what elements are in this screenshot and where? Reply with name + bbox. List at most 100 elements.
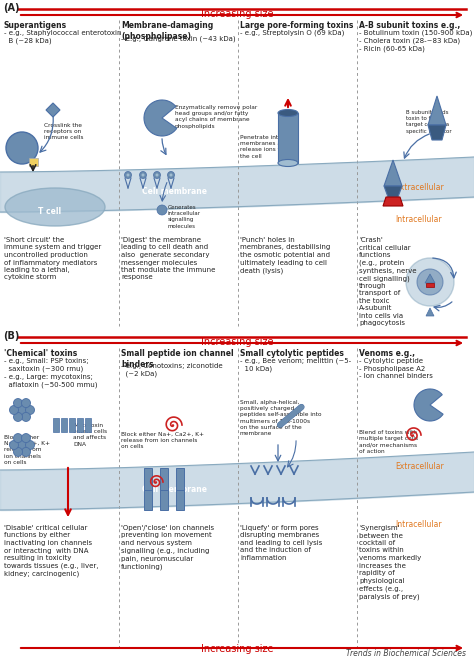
Wedge shape bbox=[144, 100, 177, 136]
Text: A: A bbox=[391, 167, 395, 173]
Text: - e.g., Gangrene toxin (~43 kDa): - e.g., Gangrene toxin (~43 kDa) bbox=[121, 35, 236, 41]
Bar bbox=[77, 418, 83, 432]
Bar bbox=[144, 468, 152, 490]
Polygon shape bbox=[384, 186, 402, 197]
Text: A-B subunit toxins e.g.,: A-B subunit toxins e.g., bbox=[359, 21, 460, 30]
Circle shape bbox=[13, 448, 22, 456]
Bar bbox=[176, 490, 184, 510]
Circle shape bbox=[9, 440, 18, 450]
Text: (B): (B) bbox=[3, 331, 19, 341]
Circle shape bbox=[21, 434, 30, 443]
Text: Increasing size: Increasing size bbox=[201, 9, 273, 19]
Circle shape bbox=[17, 405, 27, 415]
Circle shape bbox=[406, 258, 454, 306]
Polygon shape bbox=[428, 96, 446, 125]
Polygon shape bbox=[425, 274, 435, 283]
Circle shape bbox=[13, 412, 22, 421]
Text: 'Punch' holes in
membranes, destabilising
the osmotic potential and
ultimately l: 'Punch' holes in membranes, destabilisin… bbox=[240, 237, 330, 274]
Text: - e.g., Conotoxins; ziconotide
  (~2 kDa): - e.g., Conotoxins; ziconotide (~2 kDa) bbox=[121, 363, 223, 377]
Bar bbox=[69, 418, 75, 432]
Text: Block either
Na+, Ca2+, K+
release from
ion channels
on cells: Block either Na+, Ca2+, K+ release from … bbox=[4, 435, 50, 465]
Polygon shape bbox=[29, 158, 38, 166]
Circle shape bbox=[139, 171, 146, 179]
Text: 'Liquefy' or form pores
disrupting membranes
and leading to cell lysis
and the i: 'Liquefy' or form pores disrupting membr… bbox=[240, 525, 322, 561]
Bar bbox=[278, 113, 298, 163]
Text: Large pore-forming toxins: Large pore-forming toxins bbox=[240, 21, 354, 30]
Text: Cell membrane: Cell membrane bbox=[143, 187, 208, 197]
Circle shape bbox=[170, 173, 173, 177]
Text: Membrane-damaging
(phospholipase): Membrane-damaging (phospholipase) bbox=[121, 21, 213, 41]
Text: - e.g., Staphylococcal enterotoxin
  B (~28 kDa): - e.g., Staphylococcal enterotoxin B (~2… bbox=[4, 30, 121, 44]
Circle shape bbox=[6, 132, 38, 164]
Bar bbox=[426, 283, 434, 287]
Text: Block either Na+, Ca2+, K+
release from ion channels
on cells: Block either Na+, Ca2+, K+ release from … bbox=[121, 432, 204, 450]
Circle shape bbox=[26, 405, 35, 415]
Text: B subunit binds
toxin to the
target cell via a
specific receptor: B subunit binds toxin to the target cell… bbox=[406, 110, 452, 134]
Circle shape bbox=[127, 173, 129, 177]
Text: Mycotoxin
enters cells
and affects
DNA: Mycotoxin enters cells and affects DNA bbox=[73, 423, 107, 447]
Text: Extracellular: Extracellular bbox=[395, 462, 444, 471]
Circle shape bbox=[21, 412, 30, 421]
Circle shape bbox=[155, 173, 158, 177]
Ellipse shape bbox=[278, 159, 298, 167]
Text: 'Digest' the membrane
leading to cell death and
also  generate secondary
messeng: 'Digest' the membrane leading to cell de… bbox=[121, 237, 215, 280]
Text: 'Disable' critical cellular
functions by either
inactivating ion channels
or int: 'Disable' critical cellular functions by… bbox=[4, 525, 99, 577]
Circle shape bbox=[13, 434, 22, 443]
Ellipse shape bbox=[5, 188, 105, 226]
Circle shape bbox=[142, 173, 145, 177]
Circle shape bbox=[154, 171, 161, 179]
Text: Penetrate into the
membranes and
release ions from
the cell: Penetrate into the membranes and release… bbox=[240, 135, 293, 159]
Text: - e.g., Streptolysin O (69 kDa): - e.g., Streptolysin O (69 kDa) bbox=[240, 30, 345, 37]
Text: Increasing size: Increasing size bbox=[201, 644, 273, 654]
Text: 'Short circuit' the
immune system and trigger
uncontrolled production
of inflamm: 'Short circuit' the immune system and tr… bbox=[4, 237, 101, 280]
Text: T cell: T cell bbox=[38, 207, 62, 215]
Text: Small, alpha-helical,
positively charged
peptides self-assemble into
multimers o: Small, alpha-helical, positively charged… bbox=[240, 400, 321, 436]
Polygon shape bbox=[428, 125, 446, 140]
Text: (A): (A) bbox=[3, 3, 19, 13]
Circle shape bbox=[21, 448, 30, 456]
Text: Increasing size: Increasing size bbox=[201, 337, 273, 347]
Text: Trends in Biochemical Sciences: Trends in Biochemical Sciences bbox=[346, 649, 466, 658]
Text: Enzymatically remove polar
head groups and/or fatty
acyl chains of membrane
phos: Enzymatically remove polar head groups a… bbox=[175, 105, 257, 128]
Text: Blend of toxins with
multiple target cells
and/or mechanisms
of action: Blend of toxins with multiple target cel… bbox=[359, 430, 418, 454]
Text: Generates
intracellular
signalling
molecules: Generates intracellular signalling molec… bbox=[168, 205, 201, 229]
Text: - Botulinum toxin (150-900 kDa)
- Cholera toxin (28-~83 kDa)
- Ricin (60-65 kDa): - Botulinum toxin (150-900 kDa) - Choler… bbox=[359, 30, 473, 52]
Text: - e.g., Small: PSP toxins;
  saxitoxin (~300 rmu)
- e.g., Large: mycotoxins;
  a: - e.g., Small: PSP toxins; saxitoxin (~3… bbox=[4, 358, 98, 387]
Circle shape bbox=[167, 171, 174, 179]
Text: 'Chemical' toxins: 'Chemical' toxins bbox=[4, 349, 77, 358]
Text: Intracellular: Intracellular bbox=[395, 520, 442, 529]
Text: B: B bbox=[435, 130, 439, 134]
Text: Small cytolytic peptides: Small cytolytic peptides bbox=[240, 349, 344, 358]
Text: Cell membrane: Cell membrane bbox=[143, 486, 208, 494]
Circle shape bbox=[26, 440, 35, 450]
Circle shape bbox=[157, 205, 167, 215]
Bar bbox=[160, 490, 168, 510]
Text: Crosslink the
receptors on
immune cells: Crosslink the receptors on immune cells bbox=[44, 123, 83, 140]
Polygon shape bbox=[426, 308, 434, 316]
Circle shape bbox=[125, 171, 131, 179]
Circle shape bbox=[17, 440, 27, 450]
Text: A: A bbox=[435, 106, 439, 110]
Text: 'Synergism'
between the
cocktail of
toxins within
venoms markedly
increases the
: 'Synergism' between the cocktail of toxi… bbox=[359, 525, 421, 599]
Text: Superantigens: Superantigens bbox=[4, 21, 67, 30]
Text: B: B bbox=[391, 189, 395, 193]
Circle shape bbox=[417, 269, 443, 295]
Text: Extracellular: Extracellular bbox=[395, 183, 444, 192]
Bar bbox=[53, 418, 59, 432]
Bar bbox=[176, 468, 184, 490]
Text: Venoms e.g.,: Venoms e.g., bbox=[359, 349, 415, 358]
Text: APC: APC bbox=[14, 145, 30, 151]
Polygon shape bbox=[46, 103, 60, 117]
Text: - e.g., Bee venom; melittin (~5-
  10 kDa): - e.g., Bee venom; melittin (~5- 10 kDa) bbox=[240, 358, 351, 373]
Text: Small peptide ion channel
binders: Small peptide ion channel binders bbox=[121, 349, 234, 369]
Polygon shape bbox=[383, 197, 403, 206]
Circle shape bbox=[9, 405, 18, 415]
Text: 'Open'/'close' ion channels
preventing ion movement
and nervous system
signallin: 'Open'/'close' ion channels preventing i… bbox=[121, 525, 214, 569]
Bar bbox=[61, 418, 67, 432]
Wedge shape bbox=[414, 389, 443, 421]
Bar bbox=[85, 418, 91, 432]
Text: - Cytolytic peptide
- Phospholipase A2
- Ion channel binders: - Cytolytic peptide - Phospholipase A2 -… bbox=[359, 358, 433, 379]
Circle shape bbox=[21, 399, 30, 407]
Bar bbox=[160, 468, 168, 490]
Bar bbox=[144, 490, 152, 510]
